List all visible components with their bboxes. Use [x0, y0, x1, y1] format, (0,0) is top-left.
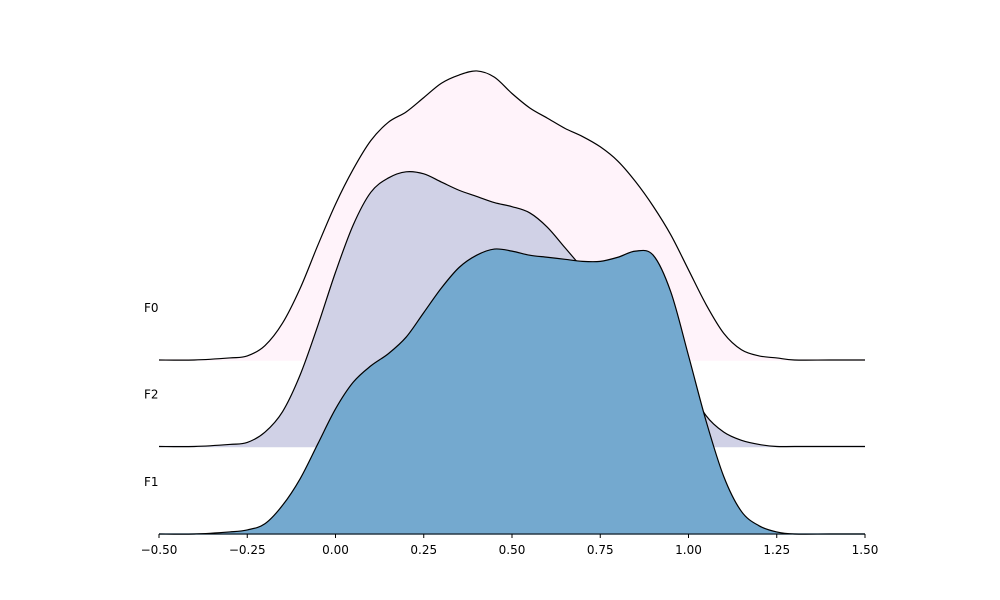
x-tick-label: 0.25: [410, 543, 437, 557]
ridge-area-f1: [159, 248, 865, 535]
ridge-outline-f0: [158, 70, 865, 361]
x-tick-label: 1.50: [852, 543, 879, 557]
ridge-f1: [158, 248, 865, 535]
series-label-f0: F0: [144, 301, 159, 315]
x-axis: −0.50 −0.25 0.00 0.25 0.50 0.75 1.00 1.25 1.50: [141, 533, 879, 557]
x-tick-label: 0.50: [499, 543, 526, 557]
ridges-layer: [158, 70, 865, 535]
x-tick-label: −0.25: [229, 543, 266, 557]
x-tick-label: 0.00: [322, 543, 349, 557]
ridge-outline-f2: [158, 170, 865, 448]
x-tick-label: 0.75: [587, 543, 614, 557]
x-tick-label: 1.25: [763, 543, 790, 557]
x-tick-label: 1.00: [675, 543, 702, 557]
series-label-f2: F2: [144, 388, 159, 402]
ridge-outline-f1: [158, 248, 865, 535]
series-label-f1: F1: [144, 475, 159, 489]
x-tick-label: −0.50: [141, 543, 178, 557]
series-labels-layer: F0 F2 F1: [144, 301, 159, 489]
